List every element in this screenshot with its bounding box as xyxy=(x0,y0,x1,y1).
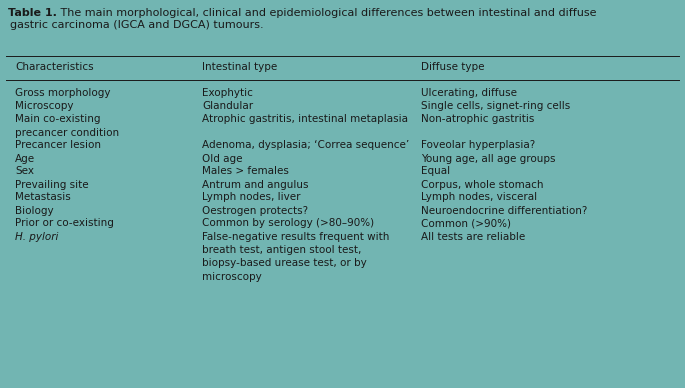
Text: The main morphological, clinical and epidemiological differences between intesti: The main morphological, clinical and epi… xyxy=(58,8,597,18)
Text: Biology: Biology xyxy=(15,206,53,215)
Text: Common (>90%): Common (>90%) xyxy=(421,218,511,229)
Text: Gross morphology: Gross morphology xyxy=(15,88,110,98)
Text: Age: Age xyxy=(15,154,35,163)
Text: Exophytic: Exophytic xyxy=(202,88,253,98)
Text: Atrophic gastritis, intestinal metaplasia: Atrophic gastritis, intestinal metaplasi… xyxy=(202,114,408,124)
Text: Metastasis: Metastasis xyxy=(15,192,71,203)
Text: Prevailing site: Prevailing site xyxy=(15,180,88,189)
Text: Precancer lesion: Precancer lesion xyxy=(15,140,101,151)
Text: gastric carcinoma (IGCA and DGCA) tumours.: gastric carcinoma (IGCA and DGCA) tumour… xyxy=(10,21,264,30)
Text: Sex: Sex xyxy=(15,166,34,177)
Text: Neuroendocrine differentiation?: Neuroendocrine differentiation? xyxy=(421,206,588,215)
Text: False-negative results frequent with: False-negative results frequent with xyxy=(202,232,390,241)
Text: Ulcerating, diffuse: Ulcerating, diffuse xyxy=(421,88,517,98)
Text: Oestrogen protects?: Oestrogen protects? xyxy=(202,206,308,215)
Text: Non-atrophic gastritis: Non-atrophic gastritis xyxy=(421,114,535,124)
Text: Foveolar hyperplasia?: Foveolar hyperplasia? xyxy=(421,140,536,151)
Text: Antrum and angulus: Antrum and angulus xyxy=(202,180,308,189)
Text: Young age, all age groups: Young age, all age groups xyxy=(421,154,556,163)
Text: Characteristics: Characteristics xyxy=(15,62,94,72)
Text: Main co-existing: Main co-existing xyxy=(15,114,101,124)
Text: Single cells, signet-ring cells: Single cells, signet-ring cells xyxy=(421,101,571,111)
Text: Table 1.: Table 1. xyxy=(8,8,57,18)
Text: Lymph nodes, visceral: Lymph nodes, visceral xyxy=(421,192,538,203)
Text: Intestinal type: Intestinal type xyxy=(202,62,277,72)
Text: All tests are reliable: All tests are reliable xyxy=(421,232,525,241)
Text: breath test, antigen stool test,: breath test, antigen stool test, xyxy=(202,245,362,255)
Text: Corpus, whole stomach: Corpus, whole stomach xyxy=(421,180,544,189)
Text: Diffuse type: Diffuse type xyxy=(421,62,485,72)
Text: Old age: Old age xyxy=(202,154,242,163)
Text: Males > females: Males > females xyxy=(202,166,289,177)
Text: Lymph nodes, liver: Lymph nodes, liver xyxy=(202,192,301,203)
Text: Prior or co-existing: Prior or co-existing xyxy=(15,218,114,229)
Text: microscopy: microscopy xyxy=(202,272,262,282)
Text: Adenoma, dysplasia; ‘Correa sequence’: Adenoma, dysplasia; ‘Correa sequence’ xyxy=(202,140,410,151)
Text: H. pylori: H. pylori xyxy=(15,232,58,241)
Text: precancer condition: precancer condition xyxy=(15,128,119,137)
Text: Equal: Equal xyxy=(421,166,451,177)
Text: Microscopy: Microscopy xyxy=(15,101,73,111)
Text: biopsy-based urease test, or by: biopsy-based urease test, or by xyxy=(202,258,367,268)
Text: Glandular: Glandular xyxy=(202,101,253,111)
Text: Common by serology (>80–90%): Common by serology (>80–90%) xyxy=(202,218,374,229)
